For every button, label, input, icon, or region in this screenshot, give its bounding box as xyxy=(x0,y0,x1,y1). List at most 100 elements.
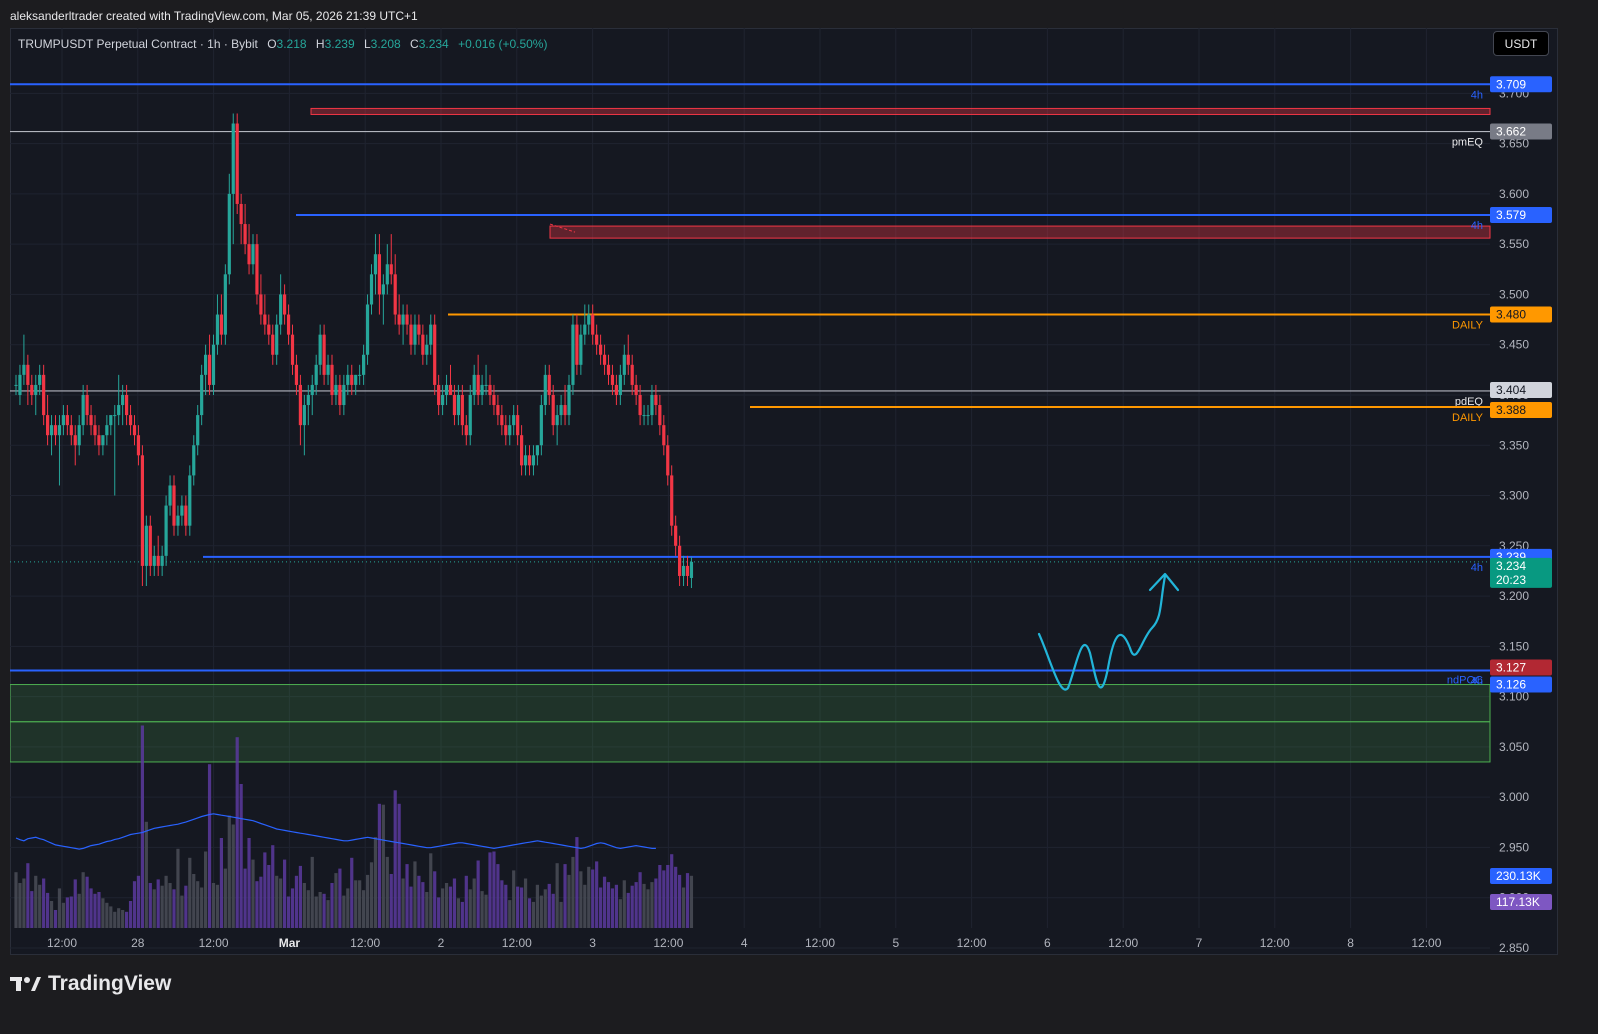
candle-body-169 xyxy=(681,565,686,576)
candle-body-29 xyxy=(128,415,133,426)
volume-bar-15 xyxy=(73,879,77,928)
candle-body-38 xyxy=(164,505,168,556)
candle-body-5 xyxy=(34,384,38,395)
volume-bar-124 xyxy=(504,884,508,928)
volume-ma-line xyxy=(15,813,656,850)
candle-body-131 xyxy=(531,455,536,466)
candle-body-149 xyxy=(602,354,607,365)
level-text-8: 4h xyxy=(1471,675,1483,687)
time-axis: 12:00 28 12:00 Mar 12:00 2 12:00 3 12:00 4 12:00 5 1… xyxy=(47,936,1442,950)
candle-body-41 xyxy=(176,515,180,526)
candle-body-137 xyxy=(555,415,559,426)
price-tick-14: 3.000 xyxy=(1499,790,1529,804)
candle-body-154 xyxy=(622,354,626,375)
candle-body-150 xyxy=(606,364,611,375)
candle-body-159 xyxy=(642,415,646,417)
candle-body-118 xyxy=(480,384,484,395)
volume-ma-label-bg xyxy=(1490,868,1552,884)
candlesticks xyxy=(14,113,694,589)
volume-bar-121 xyxy=(492,851,496,928)
candle-body-77 xyxy=(318,334,322,365)
candle-body-12 xyxy=(61,415,65,426)
volume-bar-137 xyxy=(555,863,559,928)
candle-body-157 xyxy=(634,384,638,395)
candle-body-138 xyxy=(559,405,563,416)
volume-bar-14 xyxy=(69,896,73,928)
volume-bar-98 xyxy=(401,878,405,928)
volume-bar-109 xyxy=(444,883,449,928)
volume-bar-108 xyxy=(441,888,445,928)
candle-body-59 xyxy=(247,244,251,265)
candle-body-1 xyxy=(18,374,22,395)
time-tick-16: 12:00 xyxy=(1260,936,1290,950)
candle-body-87 xyxy=(358,374,362,376)
volume-bar-164 xyxy=(662,870,666,928)
tradingview-brand[interactable]: TradingView xyxy=(10,972,171,996)
volume-bar-69 xyxy=(286,896,291,928)
currency-button[interactable]: USDT xyxy=(1493,31,1549,56)
volume-bar-16 xyxy=(77,893,81,928)
candle-body-53 xyxy=(223,274,227,335)
candle-body-0 xyxy=(14,384,18,386)
candle-body-89 xyxy=(365,304,370,355)
candle-body-72 xyxy=(298,384,302,426)
volume-bar-111 xyxy=(452,878,457,928)
time-tick-4: 12:00 xyxy=(350,936,380,950)
volume-bar-155 xyxy=(626,892,630,928)
volume-bar-122 xyxy=(496,864,500,928)
symbol-legend: TRUMPUSDT Perpetual Contract · 1h · Bybi… xyxy=(18,37,547,51)
volume-bar-39 xyxy=(168,883,172,928)
volume-bar-102 xyxy=(417,875,421,928)
candle-body-132 xyxy=(535,445,539,456)
candle-body-24 xyxy=(109,415,113,426)
price-axis: 3.7003.6503.6003.5503.5003.4503.4003.350… xyxy=(1490,76,1552,955)
volume-bar-88 xyxy=(362,890,366,928)
candle-body-8 xyxy=(46,415,50,436)
low-value: 3.208 xyxy=(370,37,401,51)
candle-body-155 xyxy=(626,354,630,365)
volume-bar-101 xyxy=(413,861,417,928)
volume-bar-83 xyxy=(342,895,346,928)
candle-body-142 xyxy=(575,324,579,365)
volume-bar-33 xyxy=(144,821,148,928)
level-text-3: DAILY xyxy=(1452,320,1484,332)
candle-body-143 xyxy=(579,334,583,365)
volume-bar-89 xyxy=(365,874,370,928)
price-tick-8: 3.300 xyxy=(1499,489,1529,503)
volume-bar-114 xyxy=(464,875,468,928)
candle-body-68 xyxy=(283,294,287,315)
change-value: +0.016 (+0.50%) xyxy=(458,37,548,51)
volume-bar-78 xyxy=(322,893,326,928)
volume-bar-50 xyxy=(211,883,216,928)
candle-body-123 xyxy=(500,415,504,426)
candle-body-148 xyxy=(599,344,603,355)
candle-body-95 xyxy=(389,264,393,275)
volume-bar-145 xyxy=(587,866,591,928)
candle-body-80 xyxy=(330,364,334,395)
candle-body-101 xyxy=(413,324,417,345)
candle-body-105 xyxy=(429,324,433,345)
volume-bar-47 xyxy=(200,887,204,928)
candle-body-37 xyxy=(160,555,164,566)
volume-bar-76 xyxy=(314,896,318,928)
volume-bar-139 xyxy=(563,864,567,928)
candle-body-139 xyxy=(563,405,567,416)
volume-bar-154 xyxy=(622,880,626,928)
volume-bar-169 xyxy=(681,887,686,928)
volume-bar-93 xyxy=(381,804,385,928)
volume-bar-60 xyxy=(251,859,255,928)
price-tick-2: 3.600 xyxy=(1499,187,1529,201)
volume-bar-90 xyxy=(369,862,374,928)
candle-body-165 xyxy=(666,445,670,476)
candle-body-135 xyxy=(547,374,551,395)
tradingview-logo-icon xyxy=(10,977,41,991)
candle-body-129 xyxy=(523,455,528,466)
volume-bar-24 xyxy=(109,906,113,928)
candle-body-111 xyxy=(452,394,457,416)
volume-bar-134 xyxy=(543,889,547,928)
price-tick-13: 3.050 xyxy=(1499,740,1529,754)
volume-bar-25 xyxy=(113,911,117,928)
volume-bar-22 xyxy=(101,898,105,928)
close-value: 3.234 xyxy=(418,37,449,51)
